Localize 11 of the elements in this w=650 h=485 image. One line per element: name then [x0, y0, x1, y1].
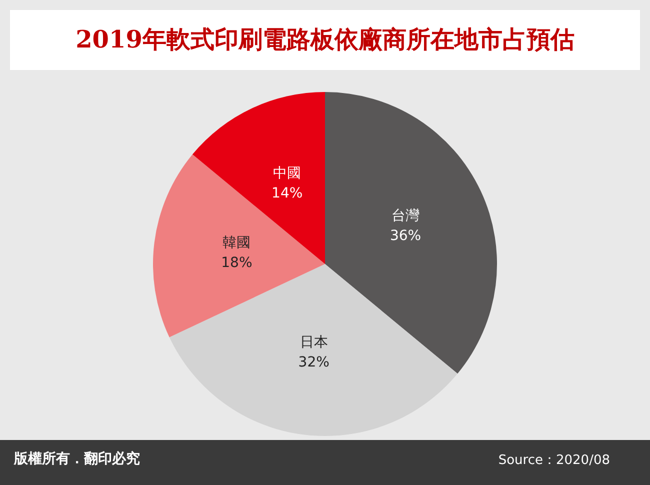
slice-label: 韓國 [222, 234, 251, 251]
source-note: Source：2020/08 [498, 453, 610, 468]
text: 版權所有．翻印必究 [13, 450, 140, 467]
data-label: 14% [272, 185, 303, 202]
data-label: 18% [221, 254, 252, 271]
data-label: 32% [298, 354, 330, 370]
slice-label: 日本 [300, 334, 328, 350]
slice-label: 台灣 [392, 208, 420, 224]
slice-label: 中國 [273, 165, 302, 182]
data-label: 36% [390, 228, 422, 244]
chart-title: 2019年軟式印刷電路板依廠商所在地市占預估 [76, 24, 574, 54]
